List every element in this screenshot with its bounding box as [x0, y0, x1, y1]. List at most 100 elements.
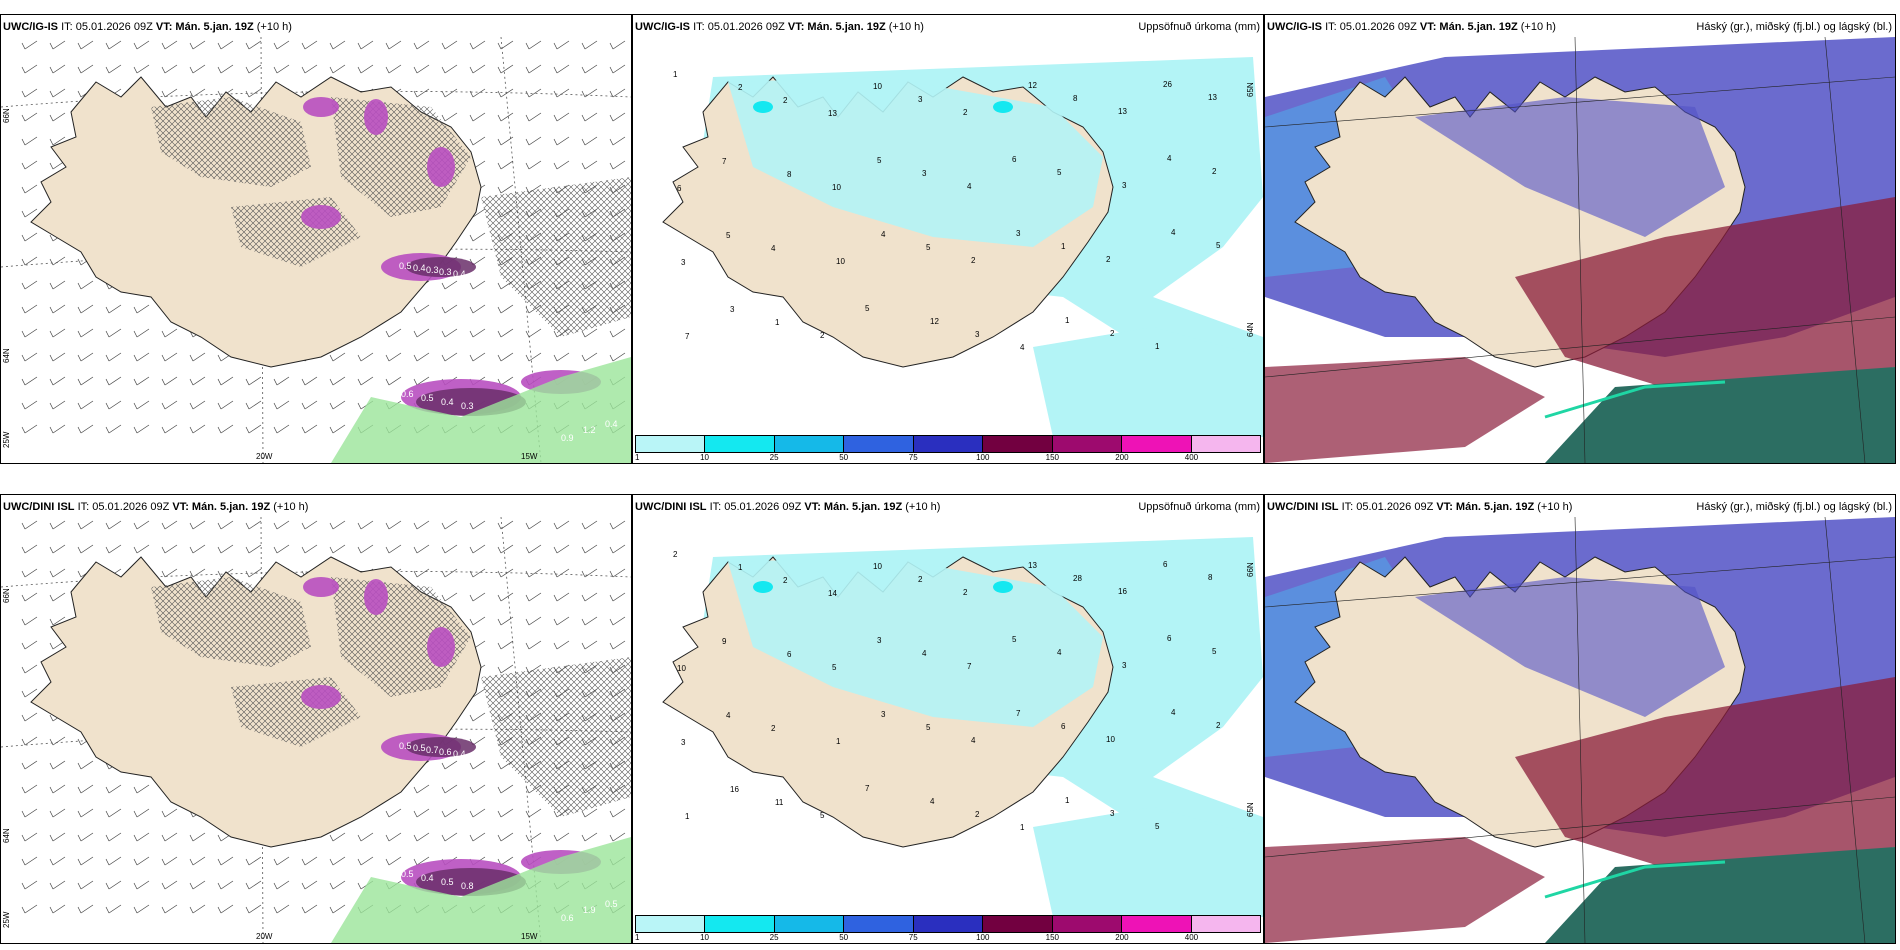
- wind-barb: [581, 88, 598, 98]
- colorbar-swatch: [844, 436, 914, 452]
- mid-cloud-area: [1265, 837, 1545, 943]
- station-value: 2: [673, 550, 678, 559]
- wind-barb: [441, 832, 458, 842]
- colorbar-label: 400: [1184, 933, 1199, 942]
- precip-value-label: 0.6: [439, 747, 452, 757]
- precip-core: [406, 737, 476, 757]
- wind-barb: [609, 40, 626, 50]
- panel-title: UWC/IG-IS IT: 05.01.2026 09Z VT: Mán. 5.…: [1267, 21, 1556, 33]
- wind-barb: [161, 376, 178, 386]
- colorbar-swatch: [636, 436, 706, 452]
- colorbar-swatch: [705, 436, 775, 452]
- colorbar-label: 75: [908, 933, 918, 942]
- precip-shade-light: [1033, 807, 1263, 917]
- station-value: 3: [975, 330, 980, 339]
- precip-value-label: 0.3: [439, 267, 452, 277]
- wind-barb: [21, 184, 38, 194]
- wind-barb: [609, 136, 626, 146]
- station-value: 4: [1020, 343, 1025, 352]
- wind-barb: [469, 568, 486, 578]
- wind-barb: [21, 712, 38, 722]
- precip-shade-medium: [993, 581, 1013, 593]
- precip-value-label: 1.9: [583, 905, 596, 915]
- precip-colorbar: 1 10 25 50 75 100 150 200 400: [635, 435, 1261, 462]
- precip-value-label: 0.5: [605, 899, 618, 909]
- wind-barb: [609, 520, 626, 530]
- station-value: 13: [828, 109, 837, 118]
- wind-barb: [161, 856, 178, 866]
- wind-barb: [357, 376, 374, 386]
- wind-barb: [553, 544, 570, 554]
- wind-barb: [105, 424, 122, 434]
- wind-barb: [329, 832, 346, 842]
- wind-barb: [273, 40, 290, 50]
- wind-barb: [77, 832, 94, 842]
- wind-barb: [273, 904, 290, 914]
- wind-barb: [497, 544, 514, 554]
- colorbar-label: 1: [635, 933, 640, 942]
- panel-subtitle: Háský (gr.), miðský (fj.bl.) og lágský (…: [1696, 21, 1892, 33]
- high-cloud-over-land: [1415, 97, 1725, 237]
- wind-barb: [441, 808, 458, 818]
- wind-barb: [161, 808, 178, 818]
- wind-barb: [441, 544, 458, 554]
- latitude-label: 25W: [2, 911, 11, 928]
- wind-barb: [49, 304, 66, 314]
- wind-barb: [469, 592, 486, 602]
- wind-barb: [385, 520, 402, 530]
- station-value: 16: [730, 785, 739, 794]
- station-value: 2: [771, 724, 776, 733]
- wind-barb: [189, 880, 206, 890]
- wind-barb: [21, 568, 38, 578]
- wind-barb: [21, 808, 38, 818]
- wind-barb: [413, 328, 430, 338]
- station-value: 14: [828, 589, 837, 598]
- precip-value-label: 1.2: [583, 425, 596, 435]
- wind-barb: [273, 880, 290, 890]
- wind-barb: [581, 616, 598, 626]
- wind-barb: [609, 328, 626, 338]
- wind-barb: [497, 808, 514, 818]
- wind-barb: [133, 856, 150, 866]
- precip-blob: [427, 627, 455, 667]
- wind-barb: [357, 64, 374, 74]
- wind-barb: [553, 640, 570, 650]
- latitude-label: 66N: [1246, 562, 1255, 577]
- latitude-label: 66N: [2, 588, 11, 603]
- wind-barb: [161, 328, 178, 338]
- wind-barb: [245, 904, 262, 914]
- wind-barb: [441, 328, 458, 338]
- wind-barb: [21, 160, 38, 170]
- wind-barb: [525, 160, 542, 170]
- wind-barb: [329, 520, 346, 530]
- station-value: 1: [1065, 316, 1070, 325]
- wind-barb: [385, 352, 402, 362]
- station-value: 4: [881, 230, 886, 239]
- wind-barb: [469, 808, 486, 818]
- station-value: 5: [1216, 241, 1221, 250]
- station-value: 2: [783, 96, 788, 105]
- wind-barb: [49, 88, 66, 98]
- wind-barb: [497, 40, 514, 50]
- wind-barb: [273, 520, 290, 530]
- wind-barb: [609, 88, 626, 98]
- wind-barb: [133, 520, 150, 530]
- station-value: 3: [918, 95, 923, 104]
- wind-barb: [329, 856, 346, 866]
- wind-barb: [609, 832, 626, 842]
- wind-barb: [385, 832, 402, 842]
- wind-barb: [245, 520, 262, 530]
- wind-barb: [245, 40, 262, 50]
- wind-barb: [161, 832, 178, 842]
- wind-barb: [609, 64, 626, 74]
- wind-barb: [581, 160, 598, 170]
- wind-barb: [441, 784, 458, 794]
- precip-core: [406, 257, 476, 277]
- wind-barb: [385, 328, 402, 338]
- wind-barb: [301, 880, 318, 890]
- wind-barb: [49, 64, 66, 74]
- wind-barb: [301, 400, 318, 410]
- station-value: 1: [1020, 823, 1025, 832]
